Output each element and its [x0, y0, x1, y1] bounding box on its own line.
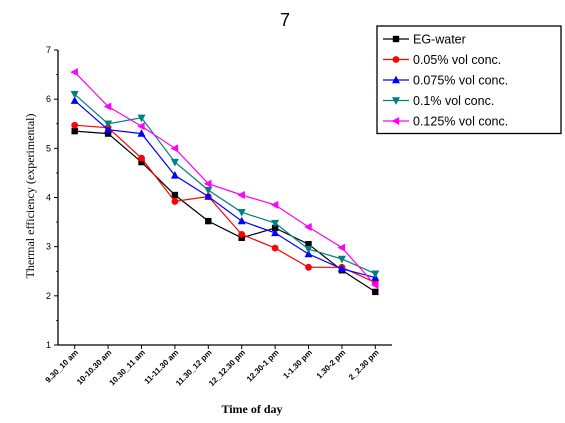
y-tick-label-0: 1: [46, 340, 51, 350]
legend-marker-4: [391, 117, 400, 125]
series-0: [71, 127, 379, 296]
legend-marker-0: [392, 35, 400, 43]
series-1-point-5: [238, 230, 246, 238]
series-1-point-3: [171, 198, 179, 205]
x-tick-label-7: 1-1.30 pm: [281, 348, 313, 380]
series-0-point-9: [372, 288, 379, 296]
legend-label-0: EG-water: [413, 33, 466, 47]
series-3-point-6: [271, 219, 280, 228]
series-1-point-6: [271, 244, 279, 252]
series-0-point-3: [171, 191, 179, 199]
x-tick-label-8: 1.30-2 pm: [315, 348, 347, 380]
series-3-point-5: [237, 209, 246, 217]
series-1-line: [74, 124, 376, 284]
series-3-point-8: [337, 255, 346, 264]
y-tick-label-2: 3: [46, 242, 51, 252]
series-1-point-7: [305, 263, 312, 271]
y-tick-label-4: 5: [46, 143, 51, 153]
series-3-point-3: [170, 158, 179, 167]
series-4-point-6: [270, 200, 279, 209]
series-1-point-0: [71, 121, 79, 129]
series-4-point-9: [370, 281, 379, 290]
series-2-point-1: [104, 125, 113, 133]
series-2-point-8: [337, 264, 346, 272]
series-3-point-9: [371, 270, 380, 279]
y-tick-label-5: 6: [46, 94, 51, 104]
series-1-point-2: [138, 154, 145, 162]
legend-label-2: 0.075% vol conc.: [413, 74, 508, 88]
series-4: [70, 68, 379, 290]
series-0-line: [74, 130, 376, 293]
series-4-point-3: [170, 144, 179, 153]
series-0-point-1: [104, 130, 112, 137]
series-0-point-6: [271, 224, 279, 232]
series-1: [71, 121, 379, 286]
y-tick-label-1: 2: [46, 291, 51, 301]
series-4-line: [74, 71, 376, 286]
chart-title: 7: [280, 10, 290, 30]
series-3-point-2: [137, 114, 146, 123]
x-tick-label-6: 12.30-1 pm: [245, 348, 281, 384]
series-0-point-7: [305, 241, 312, 248]
legend-marker-1: [392, 56, 400, 63]
series-2-point-6: [271, 228, 280, 237]
series-0-point-0: [71, 127, 78, 135]
series-4-point-2: [137, 122, 145, 131]
legend-label-4: 0.125% vol conc.: [413, 115, 508, 129]
y-tick-label-6: 7: [46, 45, 51, 55]
series-2-point-4: [204, 192, 213, 200]
x-axis-label: Time of day: [221, 402, 282, 416]
series-3: [70, 91, 380, 279]
legend: EG-water 0.05% vol conc. 0.075% vol conc. 0…: [376, 25, 562, 135]
series-4-point-4: [203, 179, 212, 188]
series-2: [70, 96, 380, 281]
series-2-point-3: [170, 170, 179, 179]
legend-label-1: 0.05% vol conc.: [413, 53, 501, 67]
series-3-point-4: [204, 186, 213, 195]
series-4-point-5: [237, 191, 245, 200]
series-2-point-0: [70, 96, 79, 104]
legend-marker-2: [392, 75, 400, 84]
x-tick-label-9: 2_2.30 pm: [347, 348, 381, 382]
series-0-point-4: [205, 217, 212, 225]
legend-marker-3: [392, 97, 400, 105]
legend-label-3: 0.1% vol conc.: [413, 94, 494, 108]
series-4-point-7: [304, 223, 312, 231]
series-2-point-5: [237, 216, 246, 225]
series-3-line: [74, 93, 376, 275]
x-tick-label-0: 9.30_10 am: [44, 348, 81, 385]
series-3-point-7: [304, 245, 313, 254]
series-4-point-1: [103, 102, 112, 111]
series-2-line: [74, 100, 376, 279]
x-tick-label-2: 10.30_11 am: [108, 348, 147, 387]
series-4-point-8: [337, 243, 346, 252]
y-tick-label-3: 4: [46, 193, 51, 203]
y-axis-label: Thermal efficiency (experimental): [23, 113, 37, 278]
series-3-point-1: [104, 120, 113, 129]
series-2-point-2: [137, 129, 146, 137]
series-0-point-5: [238, 234, 245, 242]
series-4-point-0: [70, 68, 78, 77]
series-3-point-0: [70, 91, 79, 99]
series-0-point-2: [138, 158, 145, 166]
